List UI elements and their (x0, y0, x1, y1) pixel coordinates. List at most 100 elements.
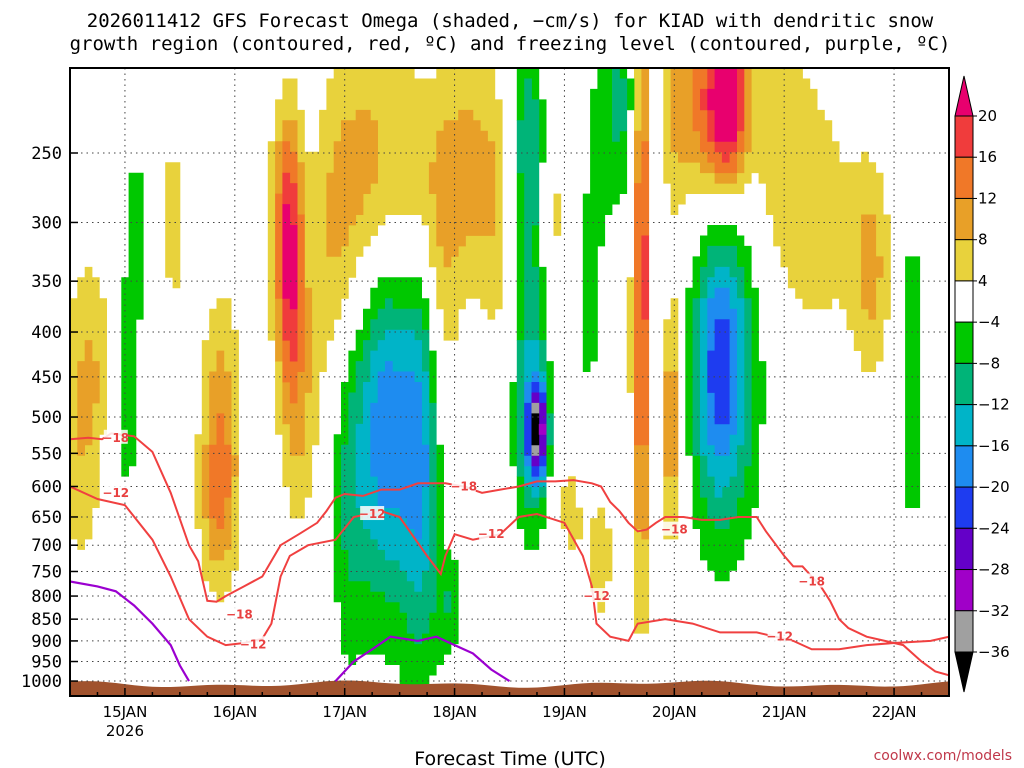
omega-cell (77, 68, 884, 561)
colorbar: 20 16 12 8 4 −4 −8 −12 −16 −20 −24 −28 −32 −36 (954, 75, 1010, 693)
contour-label-bg (799, 573, 824, 588)
contour-label-bg (767, 628, 792, 643)
contour-label-bg (103, 484, 128, 499)
y-tick-label: 450 (31, 368, 62, 388)
colorbar-label: −28 (978, 561, 1010, 579)
colorbar-label: −24 (978, 519, 1010, 537)
dgz-contour-label: −12 (478, 527, 505, 541)
omega-cell (531, 413, 540, 446)
colorbar-label: −16 (978, 437, 1010, 455)
x-tick-label: 16JAN (212, 703, 257, 721)
colorbar-label: 12 (978, 189, 997, 207)
colorbar-segment (954, 321, 974, 364)
y-tick-label: 600 (31, 477, 62, 497)
y-axis: 2503003504004505005506006507007508008509… (21, 144, 78, 692)
colorbar-segment (954, 239, 974, 282)
freezing-level-contours (70, 580, 511, 683)
contour-label-bg (103, 429, 128, 444)
colorbar-label: 8 (978, 231, 988, 249)
y-tick-label: 650 (31, 508, 62, 528)
x-tick-label: 15JAN (103, 703, 148, 721)
x-tick-label: 20JAN (652, 703, 697, 721)
x-tick-label: 21JAN (762, 703, 807, 721)
x-tick-label: 19JAN (542, 703, 587, 721)
colorbar-segment (954, 404, 974, 447)
x-tick-label: 22JAN (872, 703, 917, 721)
contour-label-bg (662, 521, 687, 536)
y-tick-label: 700 (31, 536, 62, 556)
omega-cell (209, 68, 745, 529)
y-tick-label: 500 (31, 408, 62, 428)
dgz-contour-label: −18 (661, 523, 688, 537)
grid-lines (70, 68, 949, 696)
colorbar-segment (954, 156, 974, 199)
y-tick-label: 850 (31, 610, 62, 630)
dgz-contour-label: −18 (798, 575, 825, 589)
colorbar-label: 20 (978, 107, 997, 125)
omega-cell (355, 266, 745, 592)
dgz-contour-label: −12 (766, 630, 793, 644)
colorbar-segment (954, 362, 974, 406)
dgz-contour-label: −12 (102, 486, 129, 500)
colorbar-label: −32 (978, 602, 1010, 620)
colorbar-segment (954, 280, 974, 323)
dgz-contour-label: −18 (450, 479, 477, 493)
dgz-contour-line (70, 432, 949, 677)
dgz-contours: −18 −18 −18 −18 −18 −12 −12 −12 −12 −12 −12 (70, 429, 949, 677)
omega-cell (341, 68, 752, 645)
colorbar-label: 4 (978, 272, 988, 290)
dgz-contour-label: −12 (240, 637, 267, 651)
freezing-level-line (334, 635, 511, 683)
omega-cell (370, 287, 737, 540)
colorbar-segment (954, 197, 974, 241)
dgz-contour-label: −18 (102, 431, 129, 445)
omega-cell (531, 392, 547, 467)
contour-label-bg (360, 506, 385, 521)
freezing-level-line (70, 580, 190, 682)
y-tick-label: 550 (31, 444, 62, 464)
y-tick-label: 1000 (21, 672, 62, 692)
dgz-contour-label: −12 (583, 589, 610, 603)
colorbar-segment (954, 610, 974, 653)
colorbar-segment (954, 486, 974, 529)
contour-label-bg (241, 636, 266, 651)
dgz-contour-label: −12 (359, 507, 386, 521)
contour-label-bg (479, 526, 504, 541)
colorbar-bottom-arrow (954, 651, 974, 693)
dgz-contour-label: −18 (226, 608, 253, 622)
credit-link[interactable]: coolwx.com/models (874, 748, 1012, 764)
y-tick-label: 350 (31, 272, 62, 292)
x-tick-label: 18JAN (432, 703, 477, 721)
colorbar-label: −12 (978, 396, 1010, 414)
omega-cell (538, 423, 547, 435)
chart-title-line1: 2026011412 GFS Forecast Omega (shaded, −… (87, 10, 934, 32)
x-tick-label: 17JAN (322, 703, 367, 721)
colorbar-label: 16 (978, 148, 997, 166)
y-tick-label: 800 (31, 587, 62, 607)
colorbar-segment (954, 445, 974, 488)
colorbar-segment (954, 115, 974, 158)
omega-cell (524, 319, 730, 477)
x-tick-sublabel: 2026 (106, 722, 144, 740)
colorbar-label: −4 (978, 313, 1000, 331)
y-tick-label: 400 (31, 323, 62, 343)
chart-title-line2: growth region (contoured, red, ºC) and f… (70, 33, 951, 55)
colorbar-label: −36 (978, 643, 1010, 661)
y-tick-label: 950 (31, 653, 62, 673)
omega-cell (121, 68, 921, 696)
y-tick-label: 250 (31, 144, 62, 164)
colorbar-segment (954, 569, 974, 612)
contour-label-bg (584, 588, 609, 603)
omega-shading (70, 68, 921, 696)
contour-label-bg (451, 478, 476, 493)
colorbar-segment (954, 527, 974, 571)
x-axis-label: Forecast Time (UTC) (414, 748, 605, 768)
colorbar-label: −8 (978, 354, 1000, 372)
contour-label-bg (227, 606, 252, 621)
dgz-contour-line (70, 485, 949, 651)
y-tick-label: 750 (31, 562, 62, 582)
y-tick-label: 900 (31, 632, 62, 652)
colorbar-top-arrow (954, 75, 974, 117)
